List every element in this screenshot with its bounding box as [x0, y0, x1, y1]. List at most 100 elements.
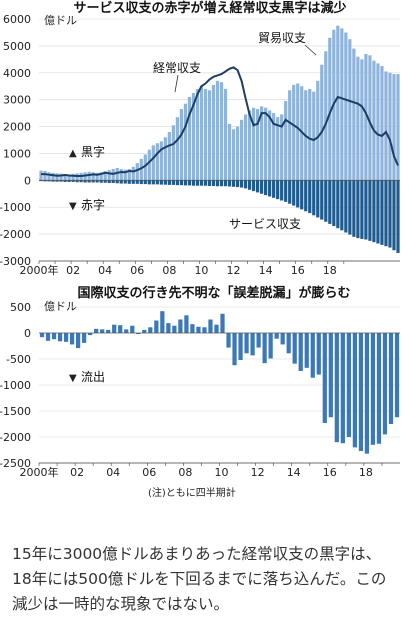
errors-omissions-bar — [370, 333, 376, 445]
trade-balance-bar — [155, 143, 159, 181]
errors-omissions-bar — [298, 333, 303, 371]
service-balance-bar — [211, 180, 216, 186]
service-balance-bar — [340, 180, 344, 231]
errors-omissions-bar — [388, 333, 394, 424]
bottom-x-tick-label: 18 — [359, 466, 373, 479]
bottom-x-tick-label: 08 — [178, 466, 192, 479]
trade-balance-bar — [388, 72, 392, 181]
trade-balance-bar — [296, 83, 300, 181]
service-balance-bar — [55, 180, 59, 182]
errors-omissions-bar — [358, 333, 363, 452]
trade-balance-bar — [95, 172, 99, 181]
label-deficit: 赤字 — [81, 197, 105, 212]
service-balance-bar — [243, 180, 248, 189]
service-balance-bar — [123, 180, 127, 184]
top-x-tick-label: 12 — [227, 264, 241, 277]
trade-balance-bar — [139, 158, 143, 181]
errors-omissions-bar — [63, 333, 69, 342]
trade-balance-bar — [39, 170, 43, 181]
service-balance-bar — [284, 180, 288, 202]
service-balance-bar — [308, 180, 312, 214]
top-x-axis: 2000年 02 04 06 08 10 12 14 16 18 — [20, 260, 400, 277]
errors-omissions-bar — [322, 333, 327, 423]
bottom-y-tick-label: -1000 — [0, 379, 31, 392]
errors-omissions-bar — [352, 333, 357, 448]
bottom-x-tick-label: 02 — [70, 466, 84, 479]
top-y-tick-label: -2000 — [0, 228, 31, 241]
service-balance-bar — [59, 180, 63, 182]
trade-balance-bar — [163, 137, 167, 181]
trade-balance-bar — [247, 110, 252, 181]
service-balance-bar — [107, 180, 111, 184]
bottom-y-axis: 500 0 -500 -1000 -1500 -2000 -2500 — [0, 301, 31, 470]
bottom-y-tick-label: -500 — [6, 353, 31, 366]
trade-balance-bar — [312, 91, 316, 181]
trade-balance-bar — [183, 103, 188, 181]
trade-balance-bar — [272, 113, 276, 181]
service-balance-bar — [348, 180, 352, 235]
trade-balance-bar — [264, 107, 268, 181]
trade-balance-bar — [63, 174, 67, 181]
service-balance-bar — [272, 180, 276, 198]
service-balance-bar — [239, 180, 244, 188]
label-trade-balance-leader — [304, 44, 317, 56]
bottom-x-tick-label: 14 — [287, 466, 301, 479]
charts-figure: サービス収支の赤字が増え経常収支黒字は減少 億ドル 60005000400030… — [0, 0, 400, 499]
errors-omissions-bar — [184, 315, 189, 333]
trade-balance-bar — [284, 101, 288, 181]
service-balance-bar — [139, 180, 143, 185]
service-balance-bar — [155, 180, 159, 185]
trade-balance-bar — [396, 74, 400, 181]
trade-balance-bar — [380, 66, 384, 181]
top-y-axis: 6000 5000 4000 3000 2000 1000 0 -1000 -2000 -3000 — [0, 13, 31, 268]
bottom-x-tick-label: 10 — [215, 466, 229, 479]
errors-omissions-bar — [274, 333, 279, 339]
trade-balance-bar — [115, 167, 119, 181]
label-surplus: 黒字 — [81, 144, 105, 159]
trade-balance-bar — [360, 59, 364, 181]
errors-omissions-bar — [220, 313, 225, 333]
errors-omissions-bar — [172, 325, 177, 333]
service-balance-bar — [39, 180, 43, 182]
label-trade-balance: 貿易収支 — [258, 31, 306, 45]
service-balance-bar — [115, 180, 119, 184]
top-y-tick-label: 6000 — [3, 13, 31, 26]
trade-balance-bar — [384, 71, 388, 181]
top-y-tick-label: -1000 — [0, 201, 31, 214]
trade-balance-bar — [175, 117, 179, 181]
service-balance-bar — [256, 180, 260, 193]
service-balance-bar — [99, 180, 103, 183]
errors-omissions-bar — [148, 327, 153, 333]
errors-omissions-bar — [214, 324, 219, 333]
service-balance-bar — [91, 180, 95, 183]
trade-balance-bar — [251, 107, 256, 181]
service-balance-bar — [280, 180, 284, 201]
service-balance-bar — [131, 180, 135, 184]
service-balance-bar — [143, 180, 147, 185]
errors-omissions-bar — [232, 333, 237, 366]
errors-omissions-bar — [178, 319, 183, 333]
errors-omissions-bar — [340, 333, 345, 444]
service-balance-bar — [127, 180, 131, 184]
trade-balance-bar — [147, 149, 151, 181]
service-balance-bar — [179, 180, 183, 186]
label-current-account: 経常収支 — [153, 61, 201, 75]
trade-balance-bar — [256, 109, 260, 181]
errors-omissions-bar — [394, 333, 400, 418]
service-balance-bar — [47, 180, 51, 182]
trade-balance-bar — [167, 131, 171, 181]
bottom-x-tick-label: 16 — [323, 466, 337, 479]
service-balance-bar — [219, 180, 224, 187]
bottom-chart: 国際収支の行き先不明な「誤差脱漏」が膨らむ 億ドル 500 0 -500 -1000 -… — [0, 285, 400, 499]
service-balance-bar — [296, 180, 300, 208]
errors-omissions-bar — [39, 333, 45, 338]
errors-omissions-bar — [382, 333, 388, 435]
errors-omissions-bar — [57, 333, 63, 342]
trade-balance-bar — [211, 84, 216, 181]
trade-balance-bar — [191, 92, 196, 181]
service-balance-bar — [235, 180, 240, 188]
service-balance-bar — [231, 180, 236, 187]
errors-omissions-bar — [118, 325, 123, 333]
trade-balance-bar — [340, 28, 344, 181]
service-balance-bar — [111, 180, 115, 184]
